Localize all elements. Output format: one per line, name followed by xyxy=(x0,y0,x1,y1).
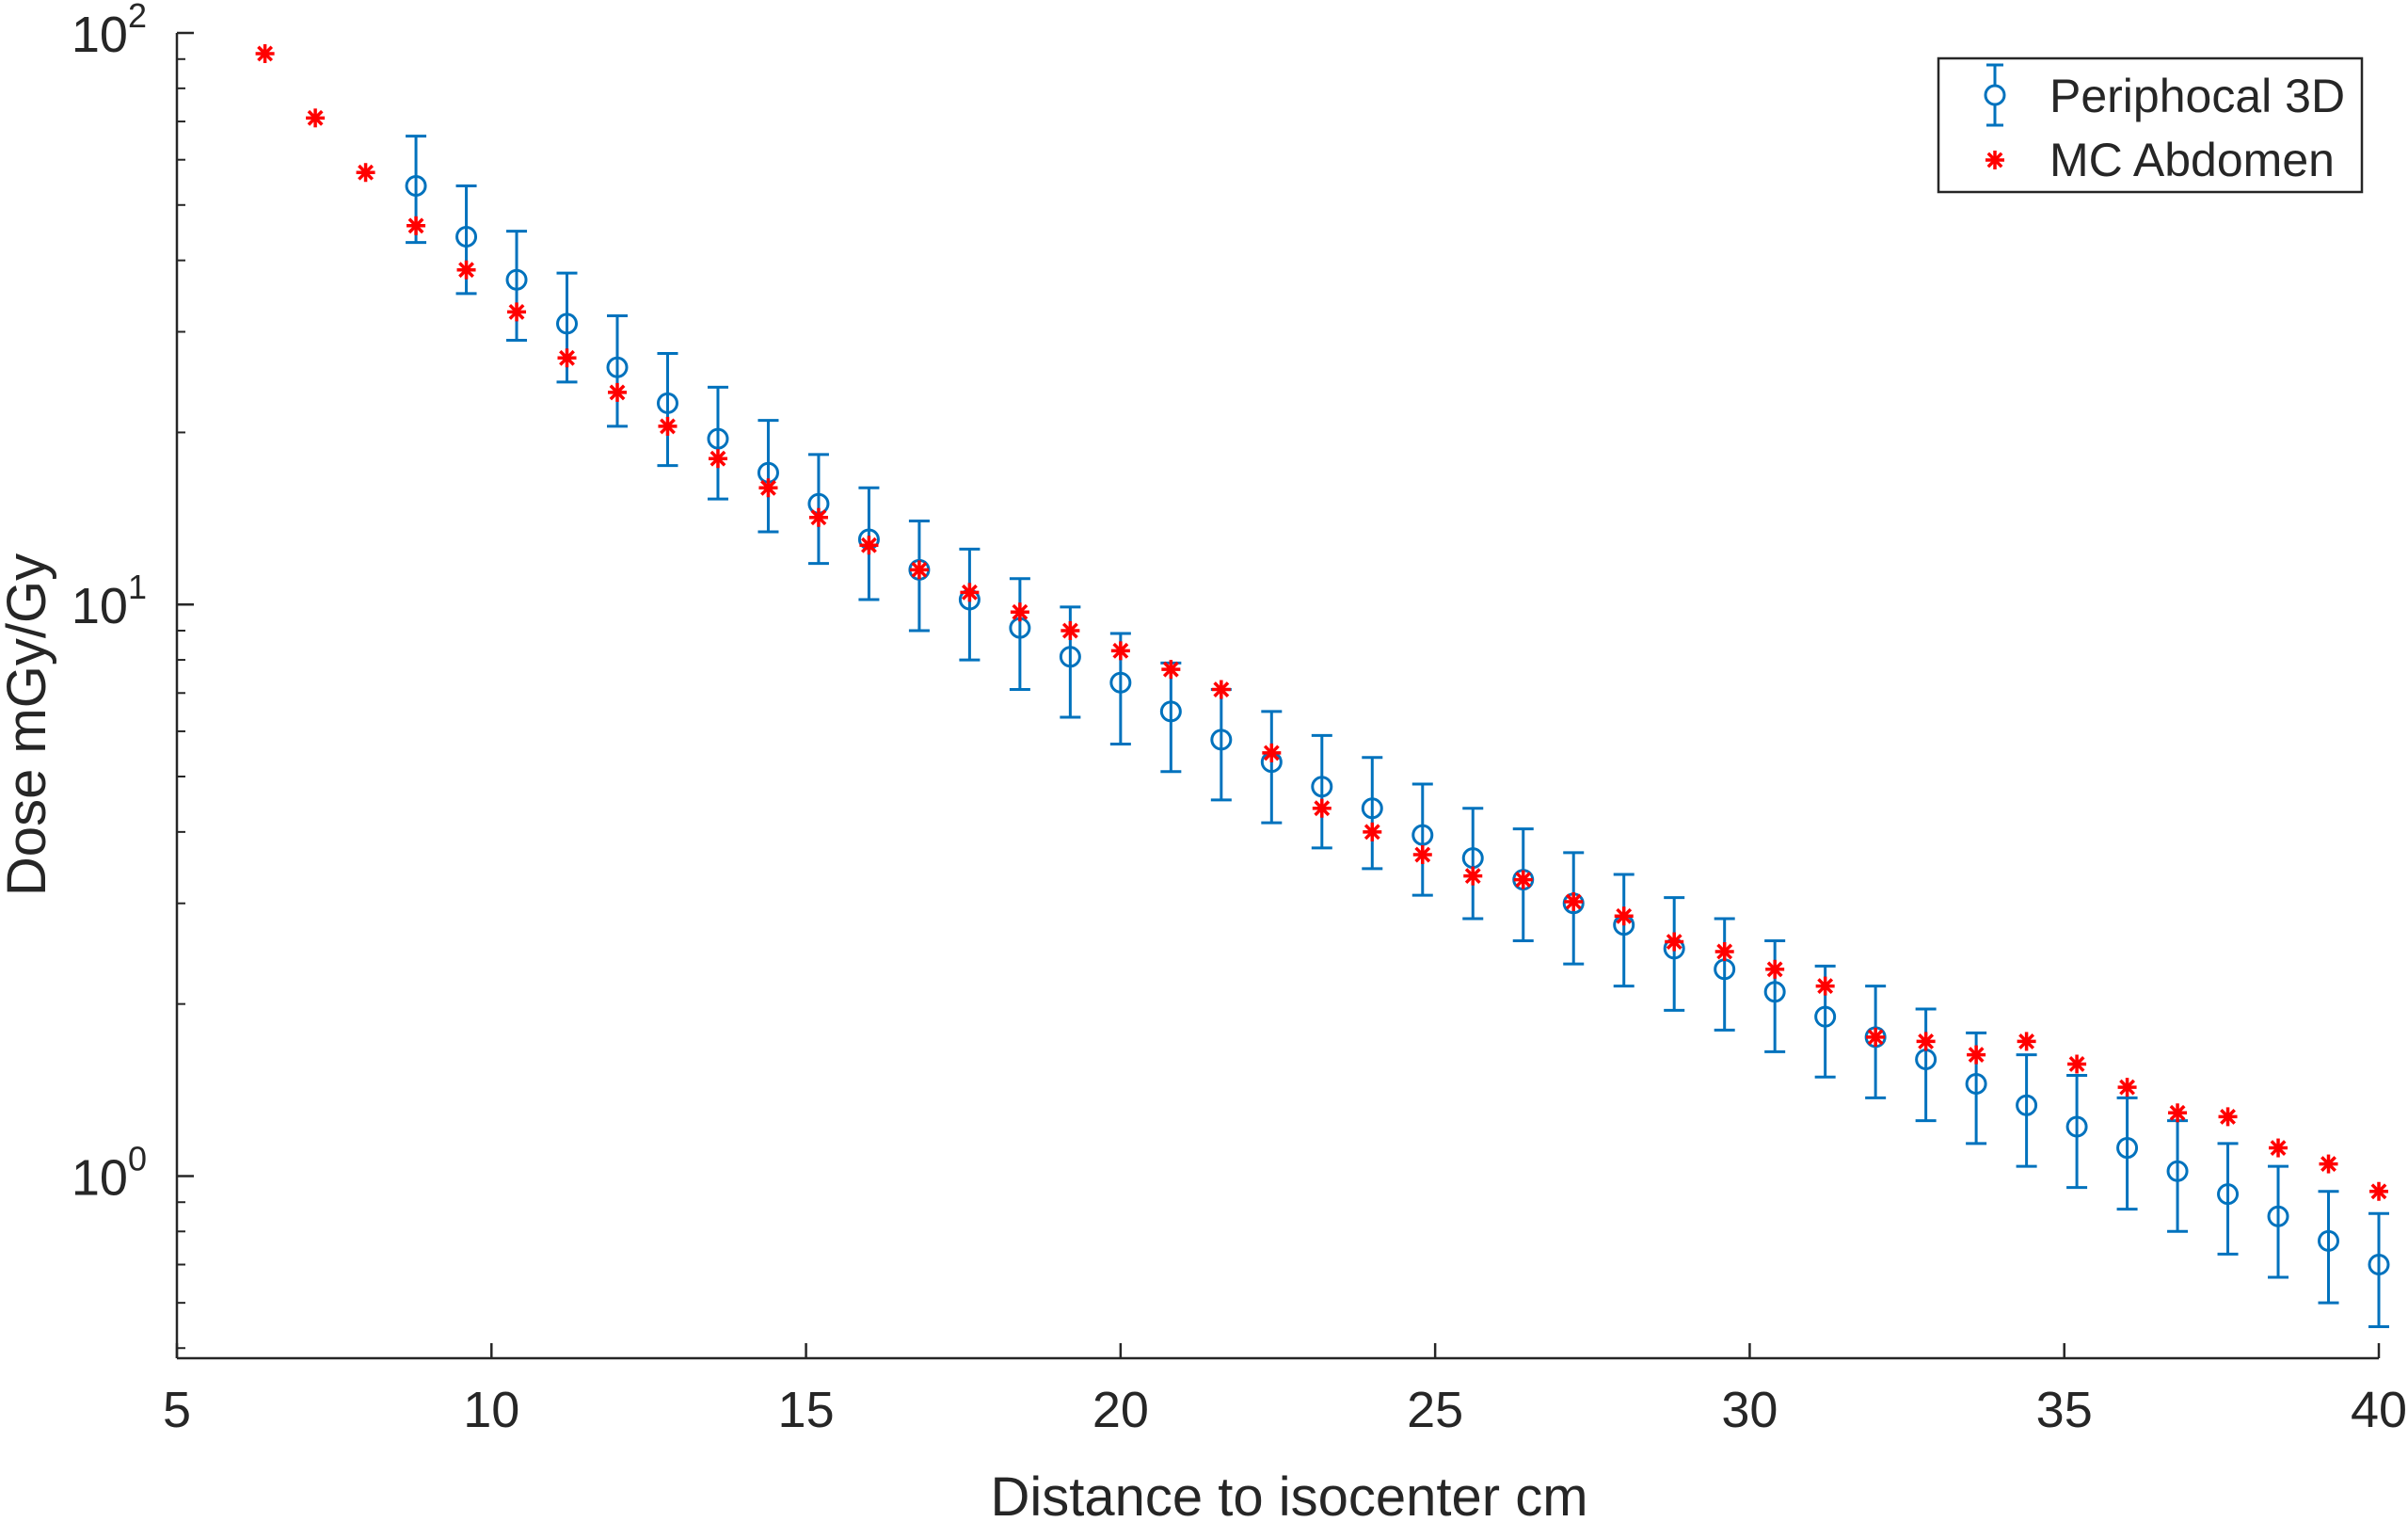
mc-abdomen-point xyxy=(2369,1181,2388,1201)
mc-abdomen-point xyxy=(1765,959,1785,979)
mc-abdomen-point xyxy=(2319,1154,2338,1174)
mc-abdomen-point xyxy=(1412,845,1432,865)
mc-abdomen-point xyxy=(960,583,980,602)
x-tick-label: 20 xyxy=(1092,1382,1149,1438)
mc-abdomen-point xyxy=(306,108,326,128)
periphocal-point xyxy=(2166,1160,2189,1182)
mc-abdomen-point xyxy=(1211,680,1231,699)
periphocal-point xyxy=(2116,1137,2139,1160)
mc-abdomen-point xyxy=(708,449,727,469)
x-axis-title: Distance to isocenter cm xyxy=(990,1466,1587,1522)
periphocal-point xyxy=(606,356,629,378)
y-tick-label: 101 xyxy=(72,568,147,634)
legend-asterisk-marker xyxy=(1985,151,2004,169)
legend: Periphocal 3D MC Abdomen xyxy=(1937,56,2364,194)
mc-abdomen-point xyxy=(1312,798,1332,818)
mc-abdomen-point xyxy=(557,348,577,368)
mc-abdomen-point xyxy=(2067,1054,2087,1074)
mc-abdomen-point xyxy=(2117,1078,2137,1097)
periphocal-point xyxy=(505,268,528,291)
mc-abdomen-point xyxy=(1363,822,1382,841)
periphocal-point xyxy=(2016,1094,2038,1116)
periphocal-point xyxy=(656,392,678,414)
periphocal-point xyxy=(2217,1183,2240,1206)
axes: 5 10 15 20 25 30 35 40 100 101 102 xyxy=(72,0,2407,1438)
periphocal-point xyxy=(1109,671,1132,694)
periphocal-point xyxy=(1311,776,1333,798)
x-tick-label: 35 xyxy=(2036,1382,2093,1438)
mc-abdomen-point xyxy=(407,216,426,235)
mc-abdomen-point xyxy=(1161,660,1181,680)
mc-abdomen-point xyxy=(356,163,375,183)
mc-abdomen-point xyxy=(1513,870,1533,889)
mc-abdomen-point xyxy=(2218,1107,2238,1127)
x-tick-label: 25 xyxy=(1407,1382,1463,1438)
error-bars xyxy=(406,135,2389,1329)
mc-abdomen-point xyxy=(255,43,275,63)
legend-symbol-periphocal xyxy=(1984,63,2006,127)
periphocal-point xyxy=(1814,1005,1837,1028)
periphocal-point xyxy=(1159,700,1182,723)
legend-symbol-mc-abdomen xyxy=(1985,151,2004,169)
periphocal-point xyxy=(1059,646,1081,668)
periphocal-point xyxy=(1210,729,1233,751)
mc-abdomen-point xyxy=(1665,932,1684,952)
mc-abdomen-point xyxy=(1614,906,1634,926)
y-axis-title: Dose mGy/Gy xyxy=(0,553,57,896)
mc-abdomen-point xyxy=(1010,602,1029,622)
mc-abdomen-point xyxy=(456,260,476,280)
mc-abdomen-point xyxy=(859,536,879,555)
legend-circle-marker xyxy=(1984,84,2006,106)
x-tick-label: 5 xyxy=(163,1382,191,1438)
y-tick-label: 102 xyxy=(72,0,147,63)
mc-abdomen-point xyxy=(1866,1027,1886,1047)
periphocal-point xyxy=(2267,1205,2289,1227)
periphocal-point xyxy=(1411,824,1434,846)
mc-abdomen-point xyxy=(1815,976,1835,996)
x-tick-label: 30 xyxy=(1721,1382,1778,1438)
y-tick-label: 100 xyxy=(72,1139,147,1206)
mc-abdomen-point xyxy=(507,302,527,322)
mc-abdomen-point xyxy=(808,507,828,527)
periphocal-point xyxy=(1965,1072,1987,1095)
mc-abdomen-point xyxy=(608,382,627,402)
mc-abdomen-point xyxy=(909,560,929,580)
periphocal-point xyxy=(1763,981,1786,1003)
mc-abdomen-point xyxy=(1916,1032,1936,1051)
x-tick-label: 40 xyxy=(2351,1382,2407,1438)
mc-abdomen-point xyxy=(1110,641,1130,661)
mc-abdomen-point xyxy=(2269,1138,2288,1158)
periphocal-point xyxy=(455,226,478,248)
x-tick-label: 15 xyxy=(778,1382,835,1438)
mc-abdomen-point xyxy=(1714,941,1734,961)
periphocal-point xyxy=(1361,797,1383,820)
mc-abdomen-point xyxy=(2168,1103,2188,1123)
mc-abdomen-point xyxy=(1967,1045,1986,1065)
mc-abdomen-point xyxy=(1262,743,1282,762)
legend-label-mc-abdomen: MC Abdomen xyxy=(2049,134,2335,186)
periphocal-point xyxy=(707,427,729,450)
mc-abdomen-point xyxy=(1463,866,1483,886)
periphocal-point xyxy=(2065,1115,2088,1138)
data-markers xyxy=(255,43,2390,1276)
mc-abdomen-point xyxy=(758,478,778,498)
mc-abdomen-point xyxy=(1060,621,1080,641)
periphocal-point xyxy=(405,174,427,197)
mc-abdomen-point xyxy=(2017,1032,2036,1051)
periphocal-point xyxy=(556,312,579,335)
legend-label-periphocal: Periphocal 3D xyxy=(2049,70,2345,122)
x-tick-label: 10 xyxy=(463,1382,519,1438)
periphocal-point xyxy=(2318,1229,2340,1252)
periphocal-point xyxy=(2368,1254,2390,1276)
mc-abdomen-point xyxy=(1564,891,1584,911)
mc-abdomen-point xyxy=(658,416,678,436)
legend-box xyxy=(1937,56,2364,194)
